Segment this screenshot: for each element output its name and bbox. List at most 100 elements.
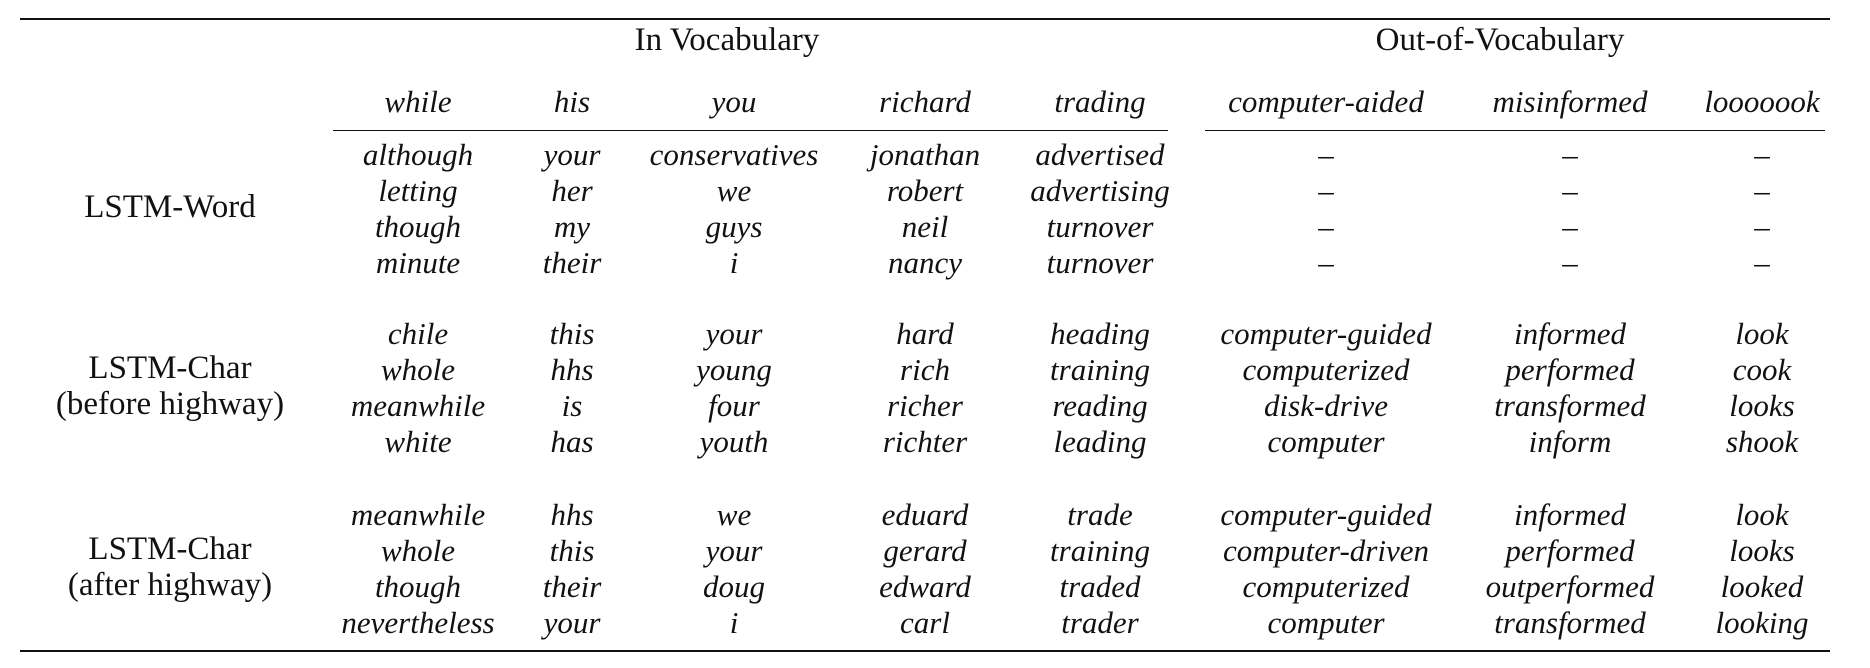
table-cell: your bbox=[543, 605, 601, 640]
bottom-rule bbox=[20, 650, 1830, 652]
table-cell: though bbox=[374, 209, 462, 244]
table-cell: hhs bbox=[550, 352, 594, 387]
column-header-2: you bbox=[711, 84, 757, 119]
table-cell: chile bbox=[387, 316, 449, 351]
table-cell: your bbox=[705, 316, 763, 351]
table-cell: rich bbox=[900, 352, 950, 387]
table-cell: performed bbox=[1505, 533, 1635, 568]
table-cell: whole bbox=[380, 533, 456, 568]
column-header-4: trading bbox=[1054, 84, 1146, 119]
table-cell: her bbox=[551, 173, 593, 208]
table-cell: transformed bbox=[1494, 605, 1646, 640]
table-cell: – bbox=[1754, 209, 1770, 244]
row-label-line: LSTM-Char bbox=[88, 350, 252, 386]
row-label-1: LSTM-Char (before highway) bbox=[56, 350, 284, 422]
table-cell: informed bbox=[1514, 497, 1626, 532]
table-cell: – bbox=[1318, 173, 1334, 208]
table-cell: hard bbox=[896, 316, 954, 351]
table-cell: performed bbox=[1505, 352, 1635, 387]
table-cell: computer bbox=[1267, 424, 1385, 459]
table-cell: look bbox=[1735, 316, 1789, 351]
table-cell: trade bbox=[1067, 497, 1133, 532]
table-cell: doug bbox=[703, 569, 765, 604]
table-cell: nancy bbox=[887, 245, 963, 280]
table-cell: – bbox=[1318, 137, 1334, 172]
table-cell: computerized bbox=[1242, 569, 1410, 604]
row-label-2: LSTM-Char (after highway) bbox=[68, 531, 272, 603]
table-cell: my bbox=[553, 209, 591, 244]
row-label-line: LSTM-Char bbox=[88, 531, 252, 567]
row-label-line: (after highway) bbox=[67, 567, 273, 603]
table-cell: computer bbox=[1267, 605, 1385, 640]
table-cell: your bbox=[543, 137, 601, 172]
column-header-6: misinformed bbox=[1492, 84, 1648, 119]
table-cell: training bbox=[1050, 352, 1150, 387]
table-cell: looked bbox=[1720, 569, 1804, 604]
table-cell: informed bbox=[1514, 316, 1626, 351]
table-cell: meanwhile bbox=[350, 388, 486, 423]
table-cell: nevertheless bbox=[341, 605, 495, 640]
table-cell: richter bbox=[882, 424, 968, 459]
table-cell: – bbox=[1318, 209, 1334, 244]
table-cell: jonathan bbox=[869, 137, 981, 172]
table-cell: carl bbox=[900, 605, 950, 640]
out-of-vocabulary-header: Out-of-Vocabulary bbox=[1375, 22, 1625, 58]
table-cell: meanwhile bbox=[350, 497, 486, 532]
table-cell: disk-drive bbox=[1264, 388, 1388, 423]
table-cell: – bbox=[1562, 209, 1578, 244]
table-cell: looks bbox=[1729, 533, 1795, 568]
table-cell: computer-driven bbox=[1223, 533, 1429, 568]
table-cell: – bbox=[1754, 137, 1770, 172]
table-cell: has bbox=[550, 424, 594, 459]
column-header-3: richard bbox=[879, 84, 971, 119]
table-cell: although bbox=[362, 137, 474, 172]
table-cell: training bbox=[1050, 533, 1150, 568]
table-cell: – bbox=[1562, 137, 1578, 172]
table-cell: this bbox=[549, 533, 595, 568]
table-cell: minute bbox=[375, 245, 461, 280]
table-cell: is bbox=[561, 388, 583, 423]
table-cell: trader bbox=[1061, 605, 1139, 640]
table-cell: outperformed bbox=[1485, 569, 1655, 604]
table-cell: advertised bbox=[1035, 137, 1165, 172]
row-label-0: LSTM-Word bbox=[84, 189, 256, 225]
column-header-1: his bbox=[553, 84, 591, 119]
table-cell: this bbox=[549, 316, 595, 351]
table-cell: look bbox=[1735, 497, 1789, 532]
row-label-line: LSTM-Word bbox=[84, 189, 256, 225]
table-cell: richer bbox=[887, 388, 963, 423]
table-cell: looking bbox=[1715, 605, 1809, 640]
top-rule bbox=[20, 18, 1830, 20]
column-header-5: computer-aided bbox=[1228, 84, 1424, 119]
table-cell: your bbox=[705, 533, 763, 568]
table-cell: guys bbox=[705, 209, 763, 244]
table-cell: computer-guided bbox=[1220, 316, 1432, 351]
table-cell: – bbox=[1562, 245, 1578, 280]
table-cell: computerized bbox=[1242, 352, 1410, 387]
table-cell: shook bbox=[1725, 424, 1799, 459]
table-cell: – bbox=[1318, 245, 1334, 280]
table-cell: four bbox=[708, 388, 760, 423]
column-header-7: looooook bbox=[1704, 84, 1820, 119]
table-cell: heading bbox=[1050, 316, 1150, 351]
table-cell: their bbox=[542, 245, 602, 280]
table-cell: hhs bbox=[550, 497, 594, 532]
table-cell: white bbox=[384, 424, 452, 459]
table-cell: gerard bbox=[883, 533, 967, 568]
table-cell: eduard bbox=[881, 497, 969, 532]
table-cell: i bbox=[729, 605, 739, 640]
in-vocabulary-rule bbox=[333, 130, 1168, 131]
column-header-0: while bbox=[384, 84, 452, 119]
table-cell: traded bbox=[1059, 569, 1141, 604]
table-cell: conservatives bbox=[649, 137, 819, 172]
table-cell: their bbox=[542, 569, 602, 604]
table-cell: advertising bbox=[1030, 173, 1170, 208]
table-cell: young bbox=[696, 352, 772, 387]
table-cell: i bbox=[729, 245, 739, 280]
out-of-vocabulary-rule bbox=[1205, 130, 1825, 131]
table-cell: – bbox=[1754, 245, 1770, 280]
table-cell: youth bbox=[699, 424, 769, 459]
table-cell: computer-guided bbox=[1220, 497, 1432, 532]
table-cell: though bbox=[374, 569, 462, 604]
